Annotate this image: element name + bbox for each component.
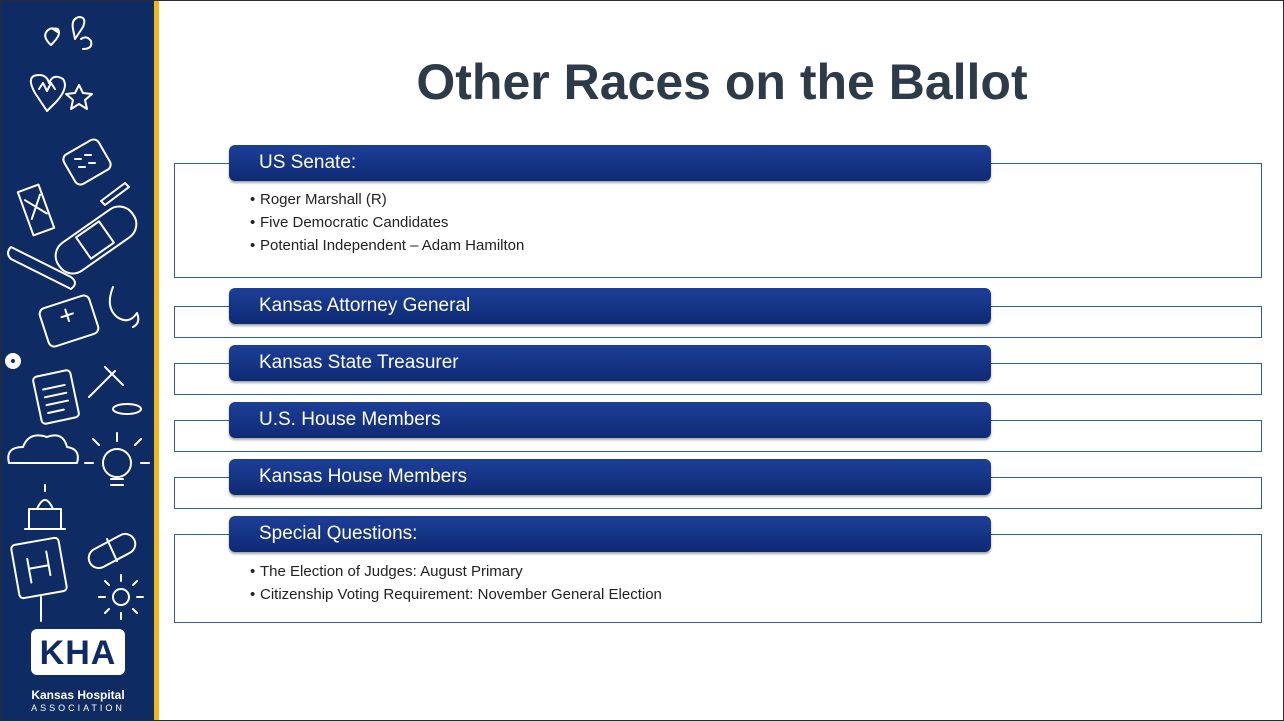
- race-bullet-list: Roger Marshall (R) Five Democratic Candi…: [250, 188, 524, 257]
- list-item: The Election of Judges: August Primary: [250, 560, 662, 583]
- race-label: Kansas Attorney General: [229, 288, 991, 324]
- list-item: Roger Marshall (R): [250, 188, 524, 211]
- stethoscope-icon: [108, 286, 140, 328]
- hourglass-icon: [16, 183, 56, 237]
- race-label: US Senate:: [229, 145, 991, 181]
- race-label: Special Questions:: [229, 516, 991, 552]
- pen-icon: [100, 182, 130, 206]
- race-label: Kansas House Members: [229, 459, 991, 495]
- accent-bar: [154, 1, 159, 720]
- hospital-sign-icon: [10, 536, 68, 622]
- logo-caption-sub: ASSOCIATION: [31, 703, 125, 713]
- medical-bag-icon: [38, 294, 100, 348]
- gavel-icon: [88, 366, 142, 415]
- capitol-icon: [24, 484, 66, 530]
- race-bullet-list: The Election of Judges: August Primary C…: [250, 560, 662, 606]
- logo-caption: Kansas Hospital: [31, 688, 125, 702]
- heart-scribble-icon: [29, 74, 66, 112]
- slide-title: Other Races on the Ballot: [416, 54, 1028, 110]
- sun-icon: [98, 574, 144, 620]
- list-item: Citizenship Voting Requirement: November…: [250, 583, 662, 606]
- list-item: Potential Independent – Adam Hamilton: [250, 234, 524, 257]
- pill-icon: [87, 532, 137, 570]
- cloud-icon: [7, 434, 79, 464]
- star-icon: [65, 84, 93, 110]
- card-reader-icon: [62, 138, 112, 186]
- race-label: U.S. House Members: [229, 402, 991, 438]
- hearts-doodle-icon: [44, 16, 93, 50]
- lightbulb-icon: [84, 432, 150, 486]
- list-item: Five Democratic Candidates: [250, 211, 524, 234]
- decorative-sidebar: KHA Kansas Hospital ASSOCIATION: [1, 1, 154, 720]
- clipboard-icon: [32, 369, 80, 425]
- bandage-icon: [54, 205, 138, 275]
- race-label: Kansas State Treasurer: [229, 345, 991, 381]
- logo-mark: KHA: [39, 634, 117, 672]
- logo-badge: [31, 629, 125, 675]
- thermometer-icon: [7, 246, 76, 290]
